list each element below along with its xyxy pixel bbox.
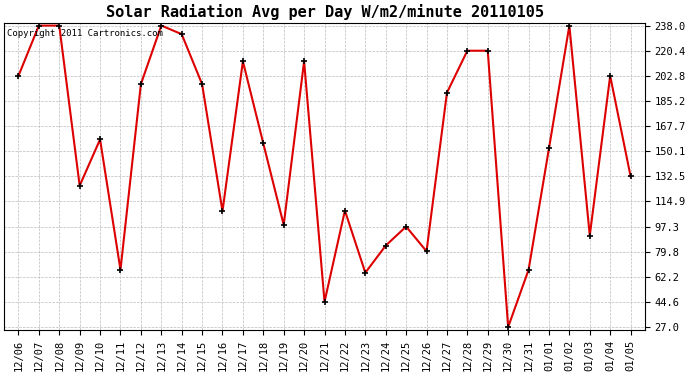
- Title: Solar Radiation Avg per Day W/m2/minute 20110105: Solar Radiation Avg per Day W/m2/minute …: [106, 4, 544, 20]
- Text: Copyright 2011 Cartronics.com: Copyright 2011 Cartronics.com: [8, 29, 164, 38]
